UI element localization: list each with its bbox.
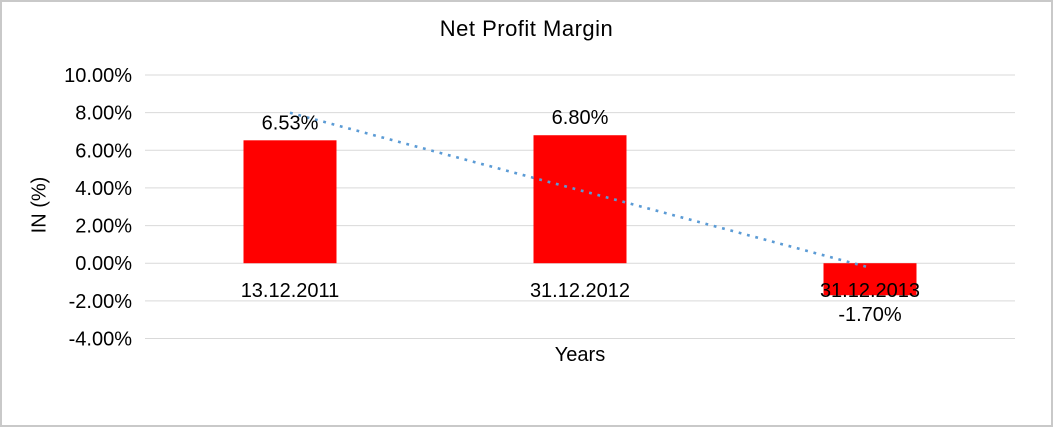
y-tick-label: 8.00% bbox=[75, 103, 132, 125]
y-tick-label: 2.00% bbox=[75, 216, 132, 238]
chart-title: Net Profit Margin bbox=[439, 16, 614, 41]
trendline[interactable] bbox=[289, 111, 871, 269]
y-tick-label: 6.00% bbox=[75, 140, 132, 162]
bar[interactable] bbox=[533, 135, 627, 264]
y-tick-label: 4.00% bbox=[75, 178, 132, 200]
bar[interactable] bbox=[823, 263, 917, 296]
bar[interactable] bbox=[243, 140, 337, 264]
data-label: 6.80% bbox=[552, 107, 609, 129]
category-label: 31.12.2013 bbox=[820, 280, 920, 302]
x-axis-title: Years bbox=[554, 344, 606, 366]
y-tick-label: 0.00% bbox=[75, 253, 132, 275]
category-label: 13.12.2011 bbox=[241, 280, 340, 302]
category-label: 31.12.2012 bbox=[530, 280, 630, 302]
y-tick-label: 10.00% bbox=[64, 65, 132, 87]
y-tick-label: -4.00% bbox=[69, 329, 133, 351]
y-tick-label: -2.00% bbox=[69, 291, 133, 313]
data-label: -1.70% bbox=[838, 304, 902, 326]
data-label: 6.53% bbox=[262, 112, 319, 134]
